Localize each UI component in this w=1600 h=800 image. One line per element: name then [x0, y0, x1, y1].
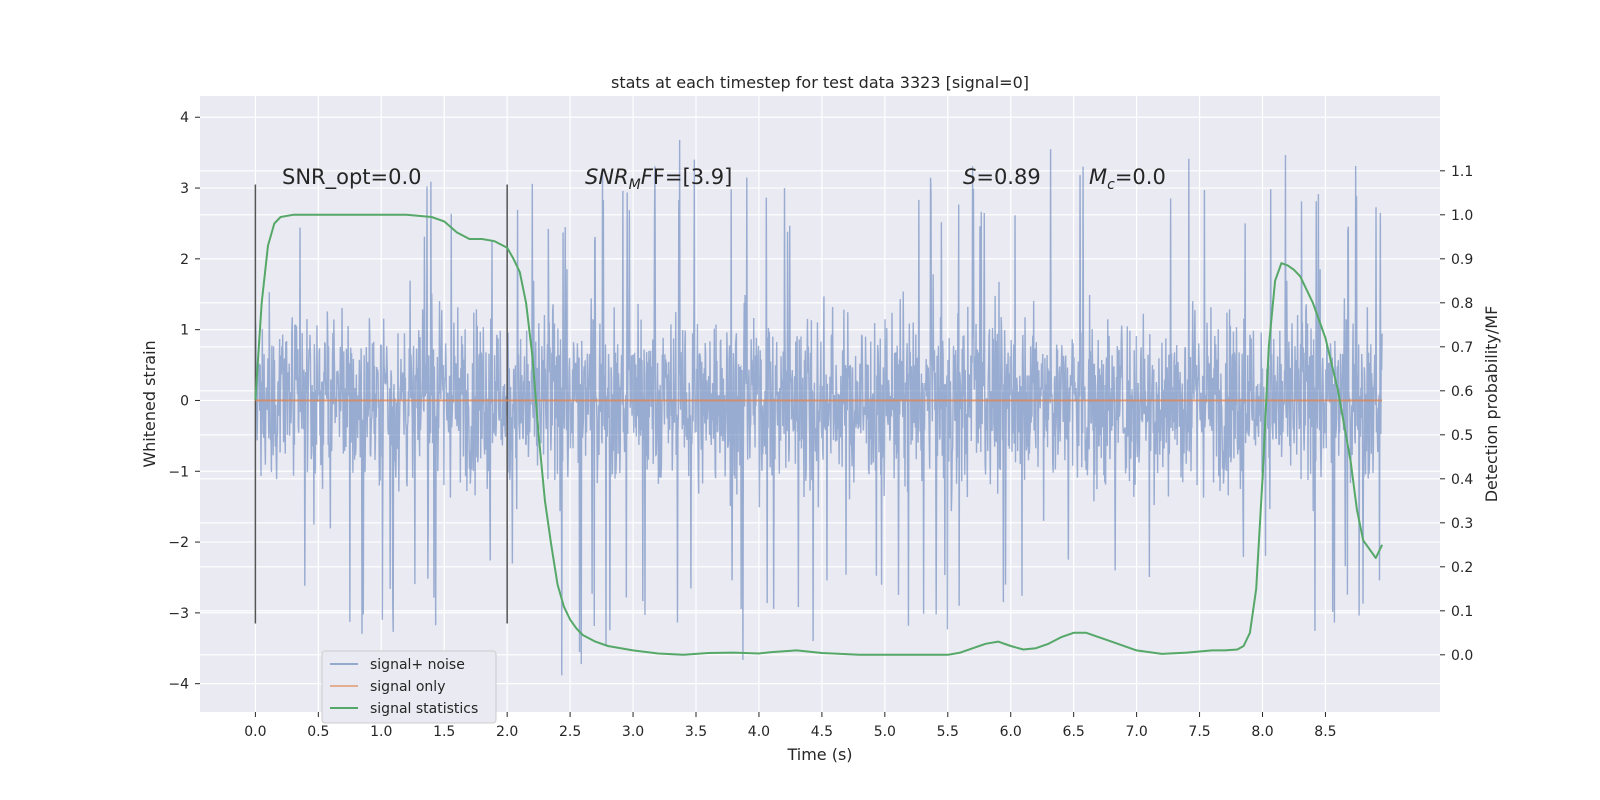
x-tick-label-9: 4.5	[811, 724, 833, 740]
legend-label-signal-plus-noise: signal+ noise	[370, 657, 465, 673]
y2-tick-label-5: 0.5	[1451, 428, 1473, 444]
signal-plus-noise-line	[254, 139, 1383, 676]
x-tick-label-11: 5.5	[937, 724, 959, 740]
y2-tick-label-2: 0.2	[1451, 560, 1473, 576]
y-tick-label-2: −2	[168, 535, 189, 551]
annotation-s-value: =0.89	[976, 165, 1040, 189]
x-tick-label-17: 8.5	[1314, 724, 1336, 740]
y2-tick-label-10: 1.0	[1451, 208, 1473, 224]
x-tick-label-3: 1.5	[433, 724, 455, 740]
annotation-snr-mf: SNRMFF=[3.9]	[585, 165, 732, 193]
y-tick-label-1: −3	[168, 606, 189, 622]
x-axis-label: Time (s)	[786, 745, 852, 764]
legend: signal+ noise signal only signal statist…	[321, 650, 497, 724]
y2-tick-label-1: 0.1	[1451, 604, 1473, 620]
x-tick-label-1: 0.5	[307, 724, 329, 740]
x-tick-label-2: 1.0	[370, 724, 392, 740]
y-tick-label-6: 2	[180, 252, 189, 268]
y2-tick-label-11: 1.1	[1451, 164, 1473, 180]
x-tick-label-7: 3.5	[685, 724, 707, 740]
y-tick-label-4: 0	[180, 393, 189, 409]
x-tick-label-10: 5.0	[874, 724, 896, 740]
y2-tick-label-3: 0.3	[1451, 516, 1473, 532]
annotation-mc: Mc=0.0	[1089, 165, 1166, 193]
x-tick-label-4: 2.0	[496, 724, 518, 740]
annotation-mc-value: =0.0	[1115, 165, 1166, 189]
x-tick-label-16: 8.0	[1251, 724, 1273, 740]
y2-axis-label: Detection probability/MF	[1482, 306, 1501, 503]
y2-tick-label-8: 0.8	[1451, 296, 1473, 312]
y2-tick-label-0: 0.0	[1451, 648, 1473, 664]
x-tick-label-6: 3.0	[622, 724, 644, 740]
chart-title: stats at each timestep for test data 332…	[611, 73, 1029, 92]
y-tick-label-5: 1	[180, 323, 189, 339]
signal-statistics-series	[254, 213, 1383, 656]
signal-statistics-line	[254, 213, 1383, 656]
y2-tick-label-9: 0.9	[1451, 252, 1473, 268]
y-axis-ticks: −4 −3 −2 −1 0 1 2 3 4	[168, 110, 200, 693]
annotation-s: S=0.89	[963, 165, 1041, 189]
x-tick-label-15: 7.5	[1188, 724, 1210, 740]
annotation-snr-mf-value: F=[3.9]	[653, 165, 732, 189]
x-tick-label-12: 6.0	[1000, 724, 1022, 740]
y2-tick-label-6: 0.6	[1451, 384, 1473, 400]
y-axis-label: Whitened strain	[140, 340, 159, 467]
y2-tick-label-7: 0.7	[1451, 340, 1473, 356]
vertical-marker-lines	[254, 184, 508, 624]
y-tick-label-7: 3	[180, 181, 189, 197]
legend-label-signal-statistics: signal statistics	[370, 701, 478, 717]
legend-box	[321, 650, 497, 724]
x-tick-label-5: 2.5	[559, 724, 581, 740]
x-tick-label-13: 6.5	[1063, 724, 1085, 740]
y-tick-label-3: −1	[168, 464, 189, 480]
y2-tick-label-4: 0.4	[1451, 472, 1473, 488]
signal-plus-noise-series	[254, 139, 1383, 676]
x-tick-label-14: 7.0	[1125, 724, 1147, 740]
y-tick-label-0: −4	[168, 677, 189, 693]
legend-label-signal-only: signal only	[370, 679, 445, 695]
x-tick-label-8: 4.0	[748, 724, 770, 740]
annotation-snr-opt: SNR_opt=0.0	[282, 165, 422, 190]
x-axis-ticks: 0.0 0.5 1.0 1.5 2.0 2.5 3.0 3.5 4.0 4.5 5.0 5.5 6.0 6…	[244, 712, 1337, 740]
x-tick-label-0: 0.0	[244, 724, 266, 740]
y2-axis-ticks: 0.0 0.1 0.2 0.3 0.4 0.5 0.6 0.7 0.8 0.9 1.0 1.1	[1440, 164, 1473, 664]
y-tick-label-8: 4	[180, 110, 189, 126]
